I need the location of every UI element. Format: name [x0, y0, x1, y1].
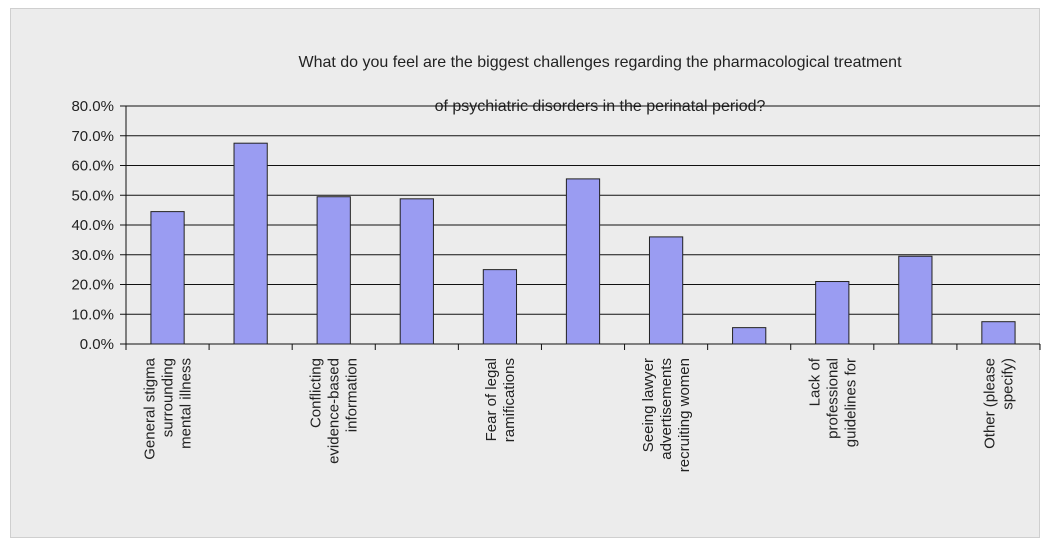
category-label-0-1: surrounding — [160, 358, 177, 437]
category-label-10-0: Other (please — [981, 358, 998, 449]
chart-title-line-1: What do you feel are the biggest challen… — [298, 54, 902, 71]
y-tick-label-2: 20.0% — [71, 277, 114, 294]
category-label-0-2: mental illness — [178, 358, 195, 449]
category-label-2-0: Conflicting — [308, 358, 325, 428]
y-tick-label-3: 30.0% — [71, 247, 114, 264]
category-label-8-2: guidelines for — [842, 358, 859, 447]
bar-7 — [732, 327, 767, 345]
category-label-10-1: specify) — [999, 358, 1016, 410]
bar-3 — [399, 198, 434, 345]
y-tick-label-5: 50.0% — [71, 187, 114, 204]
category-label-2-2: information — [344, 358, 361, 432]
category-label-6-2: recruiting women — [676, 358, 693, 472]
bar-4 — [482, 269, 518, 345]
bar-9 — [898, 255, 933, 345]
category-label-6-1: advertisements — [658, 358, 675, 460]
y-tick-label-0: 0.0% — [80, 336, 114, 353]
bar-6 — [648, 236, 684, 345]
category-label-6-0: Seeing lawyer — [640, 358, 657, 452]
category-label-0-0: General stigma — [142, 357, 159, 459]
y-tick-label-7: 70.0% — [71, 128, 114, 145]
y-tick-label-8: 80.0% — [71, 98, 114, 115]
bar-8 — [815, 281, 850, 345]
category-label-2-1: evidence-based — [326, 358, 343, 464]
category-label-4-0: Fear of legal — [483, 358, 500, 441]
y-tick-label-1: 10.0% — [71, 306, 114, 323]
bar-5 — [565, 178, 601, 345]
category-label-4-1: ramifications — [501, 358, 518, 442]
category-label-8-1: professional — [824, 358, 841, 439]
bar-0 — [150, 211, 185, 345]
category-label-8-0: Lack of — [806, 357, 823, 406]
y-tick-label-4: 40.0% — [71, 217, 114, 234]
bar-1 — [233, 142, 268, 345]
y-tick-label-6: 60.0% — [71, 158, 114, 175]
bar-10 — [981, 321, 1016, 345]
bar-2 — [316, 196, 351, 345]
